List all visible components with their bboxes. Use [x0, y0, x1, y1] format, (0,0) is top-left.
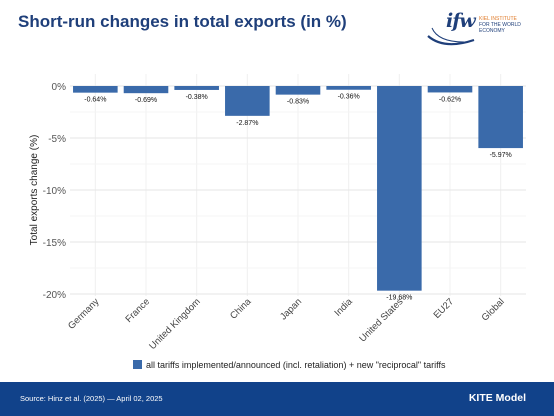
x-tick-label: China: [228, 296, 254, 322]
model-label: KITE Model: [468, 392, 526, 404]
y-tick-label: 0%: [52, 82, 67, 93]
x-tick-label: United Kingdom: [147, 296, 203, 352]
bar-china: [225, 86, 270, 116]
x-tick-label: United States: [357, 296, 405, 344]
ifw-logo: ifw KIEL INSTITUTE FOR THE WORLD ECONOMY: [424, 6, 534, 50]
footer-bar: Source: Hinz et al. (2025) — April 02, 2…: [0, 382, 554, 416]
x-tick-label: France: [123, 296, 152, 325]
x-tick-label: Global: [480, 296, 507, 323]
y-tick-label: -20%: [43, 290, 66, 301]
bar-united-states: [377, 86, 422, 291]
data-label: -2.87%: [236, 120, 258, 127]
x-tick-label: India: [332, 296, 355, 319]
page-title: Short-run changes in total exports (in %…: [18, 12, 347, 31]
bar-india: [326, 86, 371, 90]
legend-swatch: [133, 360, 142, 369]
data-label: -0.62%: [439, 96, 461, 103]
data-label: -0.69%: [135, 97, 157, 104]
bar-eu27: [427, 86, 473, 93]
y-axis-label: Total exports change (%): [29, 135, 40, 246]
y-tick-label: -10%: [43, 186, 66, 197]
data-label: -5.97%: [490, 152, 512, 159]
logo-text: KIEL INSTITUTE FOR THE WORLD ECONOMY: [479, 16, 534, 34]
data-label: -19.68%: [386, 295, 412, 302]
y-tick-label: -15%: [43, 238, 66, 249]
bar-united-kingdom: [174, 86, 219, 90]
legend-label: all tariffs implemented/announced (incl.…: [146, 360, 446, 370]
bar-chart: 0% -5% -10% -15% -20% Total exports change (%…: [29, 74, 526, 370]
bar-france: [123, 86, 169, 94]
data-label: -0.64%: [84, 97, 106, 104]
data-label: -0.36%: [338, 94, 360, 101]
x-tick-label: Japan: [278, 296, 304, 322]
data-label: -0.38%: [186, 94, 208, 101]
x-tick-label: Germany: [66, 296, 102, 332]
y-tick-label: -5%: [48, 134, 66, 145]
logo-line1: KIEL INSTITUTE: [479, 16, 517, 22]
bar-global: [478, 86, 523, 149]
bar-germany: [73, 86, 118, 93]
data-label: -0.83%: [287, 99, 309, 106]
bar-japan: [275, 86, 321, 95]
source-text: Source: Hinz et al. (2025) — April 02, 2…: [20, 394, 163, 403]
logo-line2: FOR THE WORLD ECONOMY: [479, 22, 521, 34]
x-tick-label: EU27: [432, 296, 457, 321]
logo-mark: ifw: [446, 10, 476, 32]
globe-swoosh-icon: [427, 27, 475, 46]
